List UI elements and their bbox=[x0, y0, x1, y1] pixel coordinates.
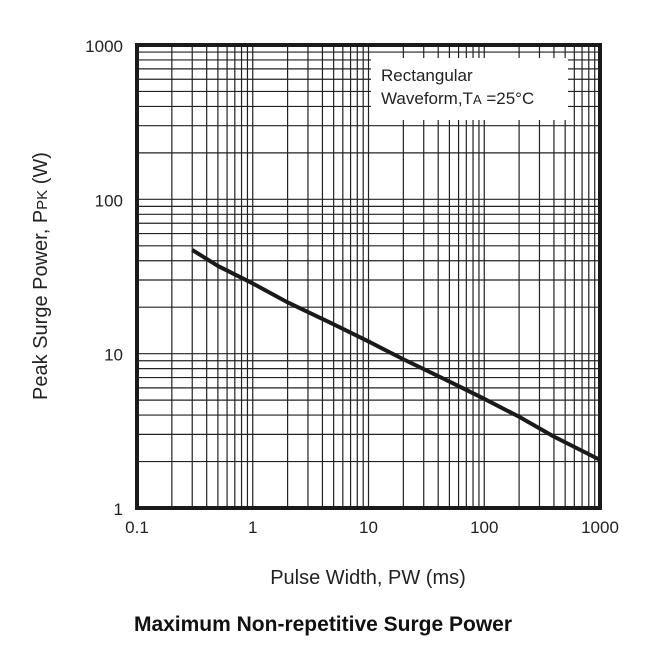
x-tick-label: 100 bbox=[470, 518, 498, 537]
x-tick-labels: 0.1 1 10 100 1000 bbox=[125, 518, 619, 537]
x-tick-label: 1000 bbox=[581, 518, 619, 537]
plot-frame bbox=[135, 43, 602, 510]
legend-box bbox=[371, 58, 568, 120]
series-line bbox=[191, 248, 601, 462]
chart-title: Maximum Non-repetitive Surge Power bbox=[134, 613, 512, 636]
grid-lines bbox=[136, 45, 600, 509]
legend-line1: Rectangular bbox=[381, 66, 473, 85]
legend-line2: Waveform,TA =25°C bbox=[381, 89, 534, 108]
y-tick-label: 1 bbox=[114, 500, 123, 519]
y-tick-label: 10 bbox=[104, 346, 123, 365]
x-axis-label: Pulse Width, PW (ms) bbox=[270, 567, 466, 589]
x-tick-label: 0.1 bbox=[125, 518, 149, 537]
series-layer bbox=[191, 248, 601, 462]
x-tick-label: 10 bbox=[359, 518, 378, 537]
y-tick-label: 100 bbox=[95, 191, 123, 210]
y-tick-label: 1000 bbox=[85, 37, 123, 56]
y-axis-label: Peak Surge Power, PPK (W) bbox=[30, 152, 52, 400]
x-tick-label: 1 bbox=[248, 518, 257, 537]
y-tick-labels: 1 10 100 1000 bbox=[85, 37, 123, 519]
legend: Rectangular Waveform,TA =25°C bbox=[371, 58, 568, 120]
